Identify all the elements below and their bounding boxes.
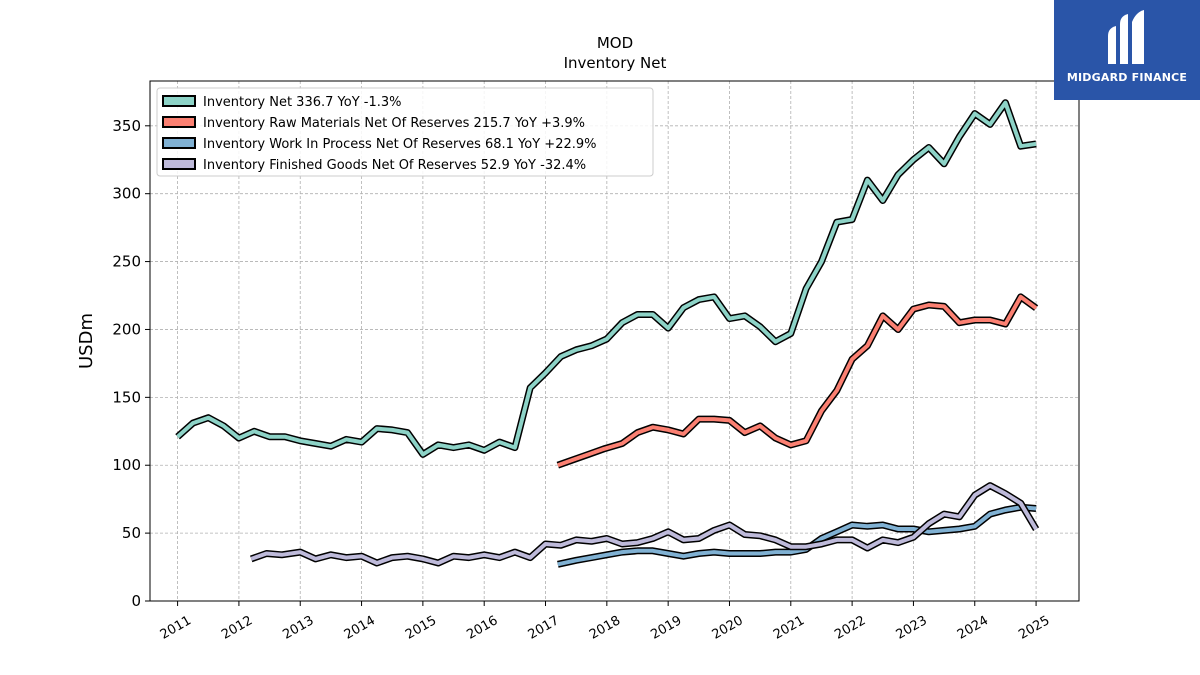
- y-axis: 0 50 100 150 200 250 300 350: [112, 117, 150, 610]
- series-line: [250, 483, 1038, 565]
- legend-box: [156, 87, 654, 177]
- chart-title: MOD: [597, 34, 633, 52]
- x-tick-label: 2024: [955, 613, 991, 643]
- x-tick-label: 2022: [832, 613, 868, 643]
- legend-swatch: [162, 95, 196, 107]
- x-tick-label: 2021: [771, 613, 807, 643]
- y-tick-label: 0: [131, 592, 141, 610]
- y-tick-label: 100: [112, 456, 141, 474]
- x-tick-label: 2018: [587, 613, 623, 643]
- series-line: [176, 100, 1037, 457]
- series-0: [175, 99, 1037, 458]
- x-tick-label: 2020: [710, 613, 746, 643]
- legend-entry: Inventory Net 336.7 YoY -1.3%: [203, 95, 402, 110]
- x-tick-label: 2019: [648, 613, 684, 643]
- legend-entry: Inventory Raw Materials Net Of Reserves …: [203, 116, 585, 131]
- x-tick-label: 2013: [280, 613, 316, 643]
- logo-mark-icon: [1108, 10, 1144, 64]
- legend: Inventory Net 336.7 YoY -1.3% Inventory R…: [156, 87, 654, 177]
- logo-text: MIDGARD FINANCE: [1066, 71, 1188, 84]
- legend-entry: Inventory Finished Goods Net Of Reserves…: [203, 158, 586, 173]
- series-line: [557, 294, 1038, 468]
- legend-swatch: [162, 158, 196, 170]
- legend-swatch: [162, 116, 196, 128]
- x-tick-label: 2016: [464, 613, 500, 643]
- plot-frame: [149, 80, 1080, 602]
- series-3: [250, 482, 1040, 567]
- y-tick-label: 200: [112, 320, 141, 338]
- x-tick-label: 2017: [526, 613, 562, 643]
- x-tick-label: 2025: [1016, 613, 1052, 643]
- series-2: [557, 503, 1037, 568]
- chart-subtitle: Inventory Net: [564, 54, 667, 72]
- series-lines: [175, 99, 1040, 568]
- y-tick-label: 250: [112, 253, 141, 271]
- brand-logo: MIDGARD FINANCE: [1054, 0, 1200, 100]
- legend-entry: Inventory Work In Process Net Of Reserve…: [203, 137, 597, 152]
- x-tick-label: 2012: [219, 613, 255, 643]
- y-tick-label: 150: [112, 388, 141, 406]
- x-tick-label: 2014: [342, 613, 378, 643]
- x-tick-label: 2015: [403, 613, 439, 643]
- x-tick-label: 2011: [158, 613, 194, 643]
- series-line: [557, 505, 1037, 567]
- y-tick-label: 50: [122, 524, 141, 542]
- y-axis-label: USDm: [76, 313, 97, 369]
- y-tick-label: 300: [112, 185, 141, 203]
- series-1: [556, 293, 1039, 469]
- legend-swatch: [162, 137, 196, 149]
- y-tick-label: 350: [112, 117, 141, 135]
- x-axis: 2011 2012 2013 2014 2015 2016 2017 2018 2019 2020…: [158, 601, 1052, 643]
- x-tick-label: 2023: [894, 613, 930, 643]
